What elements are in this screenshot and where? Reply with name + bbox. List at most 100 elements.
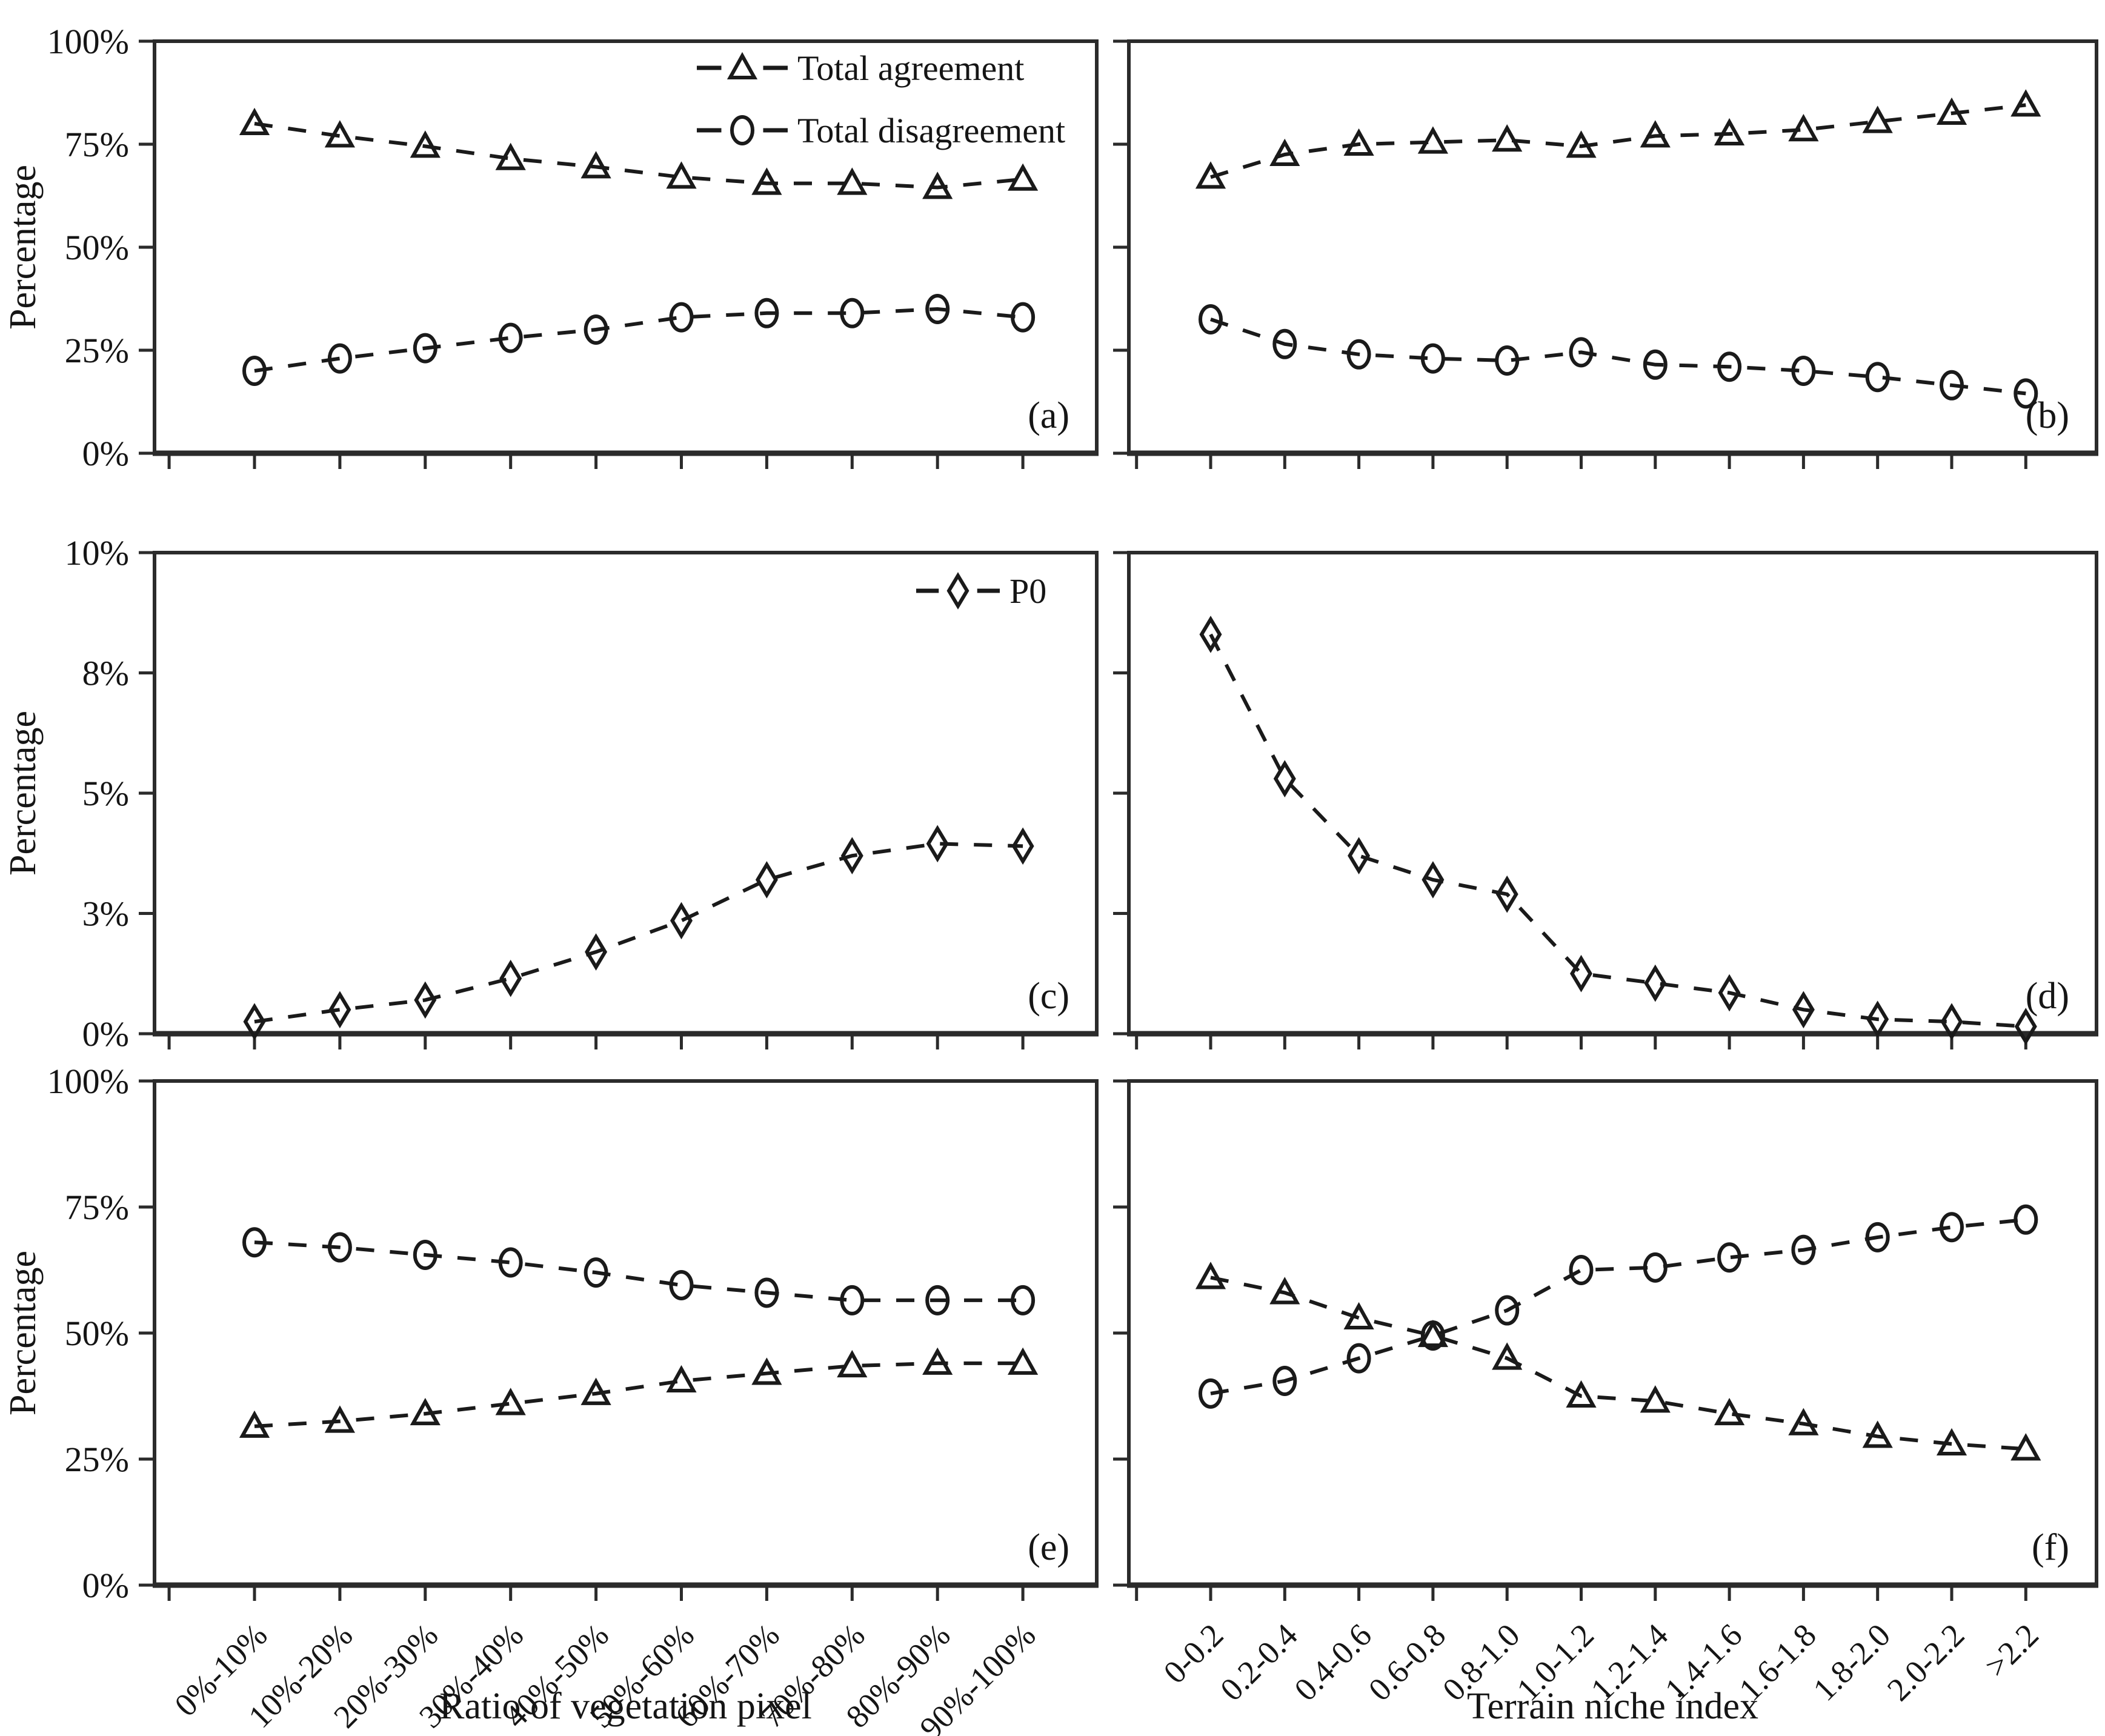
diamond-marker <box>1570 954 1592 993</box>
series-markers-p0 <box>1199 616 2037 1045</box>
diamond-marker <box>414 981 437 1019</box>
panel-letter-d: (d) <box>2026 976 2069 1017</box>
triangle-marker <box>1936 97 1967 125</box>
circle-marker <box>1011 302 1036 333</box>
triangle-marker <box>1714 118 1745 145</box>
diamond-marker <box>1273 760 1296 798</box>
triangle-marker <box>1269 1277 1300 1305</box>
circle-marker <box>1940 1212 1964 1243</box>
legend-triangle-marker <box>727 52 758 79</box>
triangle-marker <box>1269 138 1300 166</box>
circle-marker <box>242 356 267 386</box>
series-markers-total-disagreement <box>1199 304 2038 409</box>
triangle-marker <box>324 1405 355 1433</box>
diamond-marker <box>755 861 778 899</box>
triangle-marker <box>1566 1380 1597 1408</box>
triangle-marker <box>1008 1347 1039 1375</box>
diamond-marker <box>499 959 522 997</box>
circle-marker <box>1865 1222 1890 1252</box>
y-tick-label: 10% <box>65 533 129 573</box>
y-tick-label: 25% <box>65 1440 129 1479</box>
circle-marker <box>1865 362 1890 393</box>
triangle-marker <box>239 1410 270 1438</box>
triangle-marker <box>1640 120 1671 148</box>
diamond-marker <box>926 825 949 863</box>
circle-marker <box>413 1240 437 1271</box>
plot-border <box>153 1079 1099 1587</box>
circle-marker <box>1569 337 1594 368</box>
y-tick-label: 75% <box>65 125 129 164</box>
series-markers-total-agreement <box>239 107 1039 199</box>
circle-marker <box>1643 1252 1668 1283</box>
triangle-marker <box>495 142 526 170</box>
panel-letter-f: (f) <box>2032 1527 2069 1568</box>
series-markers-total-agreement <box>1195 1262 2041 1461</box>
x-category-label: 1.8-2.0 <box>1806 1617 1898 1708</box>
series-line-total-disagreement <box>1210 318 2026 396</box>
plot-border <box>1127 551 2098 1036</box>
triangle-marker <box>2010 1433 2041 1461</box>
triangle-marker <box>1492 1342 1523 1370</box>
diamond-marker <box>670 902 693 940</box>
circle-marker <box>1717 1242 1742 1273</box>
triangle-marker <box>751 1357 782 1385</box>
circle-marker <box>754 298 779 328</box>
triangle-marker <box>666 1365 697 1393</box>
legend-item-total-agreement: Total agreement <box>697 48 1024 88</box>
series-markers-total-disagreement <box>242 294 1036 386</box>
x-category-label: 0.2-0.4 <box>1213 1617 1305 1708</box>
legend-item-p0: P0 <box>916 571 1046 611</box>
triangle-marker <box>1492 124 1523 152</box>
y-tick-label: 75% <box>65 1188 129 1227</box>
triangle-marker <box>495 1388 526 1415</box>
circle-marker <box>1199 1378 1223 1409</box>
x-category-label: >2.2 <box>1978 1617 2046 1684</box>
triangle-marker <box>1417 1319 1448 1348</box>
triangle-marker <box>837 1349 868 1378</box>
diamond-marker <box>1495 875 1518 913</box>
diamond-marker <box>1718 974 1741 1012</box>
x-axis-title-left: Ratio of vegetation pixel <box>439 1686 812 1727</box>
circle-marker <box>1643 349 1668 380</box>
circle-marker <box>1495 345 1520 376</box>
triangle-marker <box>1008 163 1039 191</box>
diamond-marker <box>840 837 863 875</box>
circle-marker <box>2014 378 2038 409</box>
triangle-marker <box>1343 1302 1374 1330</box>
triangle-marker <box>1343 128 1374 156</box>
diamond-marker <box>1792 991 1815 1029</box>
panel-d: (d) <box>1113 551 2098 1049</box>
series-markers-total-agreement <box>239 1347 1039 1438</box>
circle-marker <box>242 1227 267 1258</box>
triangle-marker <box>410 130 441 158</box>
diamond-marker <box>1940 1003 1963 1040</box>
diamond-marker <box>1348 837 1371 875</box>
triangle-marker <box>410 1397 441 1426</box>
panel-f: 0-0.20.2-0.40.4-0.60.6-0.80.8-1.01.0-1.2… <box>1113 1079 2098 1708</box>
y-tick-label: 0% <box>82 434 129 473</box>
triangle-marker <box>922 1347 953 1375</box>
diamond-marker <box>243 1003 266 1040</box>
triangle-marker <box>2010 89 2041 117</box>
diamond-marker <box>328 991 351 1029</box>
triangle-marker <box>922 171 953 199</box>
triangle-marker <box>666 161 697 189</box>
circle-marker <box>1346 339 1371 370</box>
panel-e: 0%25%50%75%100%0%-10%10%-20%20%-30%30%-4… <box>47 1062 1099 1736</box>
circle-marker <box>1569 1255 1594 1285</box>
circle-marker <box>1791 1234 1816 1265</box>
diamond-marker <box>1644 964 1667 1002</box>
triangle-marker <box>1788 1408 1819 1435</box>
series-markers-total-agreement <box>1195 89 2041 189</box>
series-line-total-agreement <box>254 1361 1023 1428</box>
y-tick-label: 3% <box>82 894 129 934</box>
diamond-marker <box>1422 861 1445 899</box>
legend-label: Total agreement <box>797 48 1024 88</box>
triangle-marker <box>1862 105 1893 133</box>
y-tick-label: 100% <box>47 1062 129 1101</box>
triangle-marker <box>239 107 270 135</box>
circle-marker <box>925 1285 950 1315</box>
legend-diamond-marker <box>946 572 969 610</box>
panel-letter-c: (c) <box>1028 976 1069 1017</box>
